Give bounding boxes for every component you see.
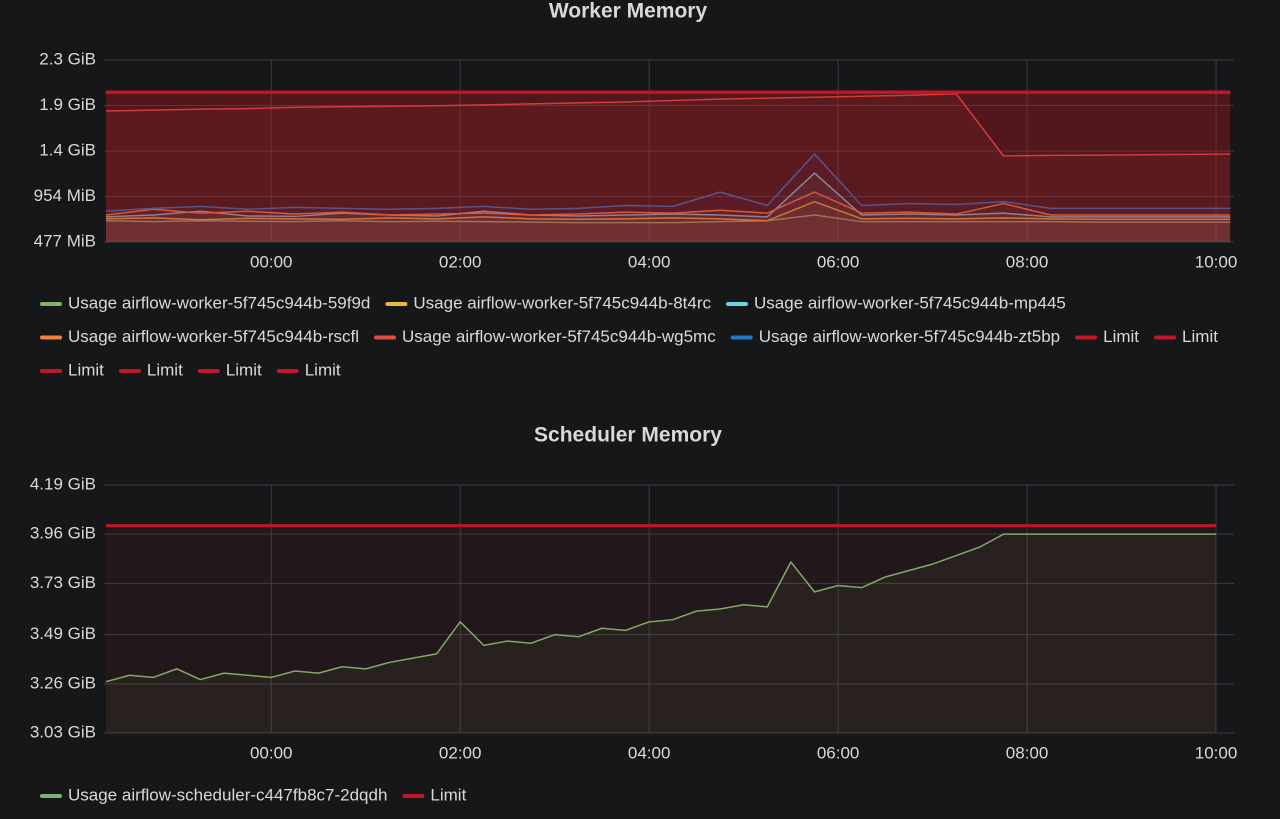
series-area <box>105 201 1231 242</box>
y-tick-label: 954 MiB <box>34 186 96 205</box>
series-area <box>105 92 1231 243</box>
legend-label: Limit <box>226 360 262 379</box>
legend-item: Limit <box>40 360 104 379</box>
legend-item: Usage airflow-worker-5f745c944b-wg5mc <box>374 327 716 346</box>
x-tick-label: 10:00 <box>1195 252 1238 271</box>
x-tick-label: 06:00 <box>817 743 860 762</box>
chart-title: Scheduler Memory <box>534 424 722 447</box>
series-area <box>105 525 1217 733</box>
legend-label: Usage airflow-worker-5f745c944b-mp445 <box>754 293 1066 312</box>
series-line <box>105 191 1231 216</box>
y-tick-label: 3.73 GiB <box>30 573 96 592</box>
x-tick-label: 08:00 <box>1006 743 1049 762</box>
legend-item: Limit <box>276 360 341 379</box>
x-tick-label: 04:00 <box>628 743 671 762</box>
x-tick-label: 02:00 <box>439 743 482 762</box>
series-area <box>105 92 1231 243</box>
y-tick-label: 4.19 GiB <box>30 474 96 493</box>
legend-label: Usage airflow-worker-5f745c944b-wg5mc <box>402 327 716 346</box>
series-area <box>105 92 1231 243</box>
legend-item: Usage airflow-worker-5f745c944b-rscfl <box>40 327 359 346</box>
legend-item: Usage airflow-worker-5f745c944b-mp445 <box>726 293 1066 312</box>
legend-item: Usage airflow-scheduler-c447fb8c7-2dqdh <box>40 785 387 804</box>
x-tick-label: 10:00 <box>1195 743 1238 762</box>
legend-label: Usage airflow-scheduler-c447fb8c7-2dqdh <box>68 785 387 804</box>
x-tick-label: 04:00 <box>628 252 671 271</box>
y-tick-label: 3.96 GiB <box>30 524 96 543</box>
series-area <box>105 153 1231 242</box>
legend-label: Limit <box>1103 327 1139 346</box>
legend-label: Limit <box>305 360 341 379</box>
legend-item: Limit <box>1075 327 1139 346</box>
legend-label: Limit <box>147 360 183 379</box>
y-tick-label: 477 MiB <box>34 231 96 250</box>
x-tick-label: 06:00 <box>817 252 860 271</box>
x-tick-label: 00:00 <box>250 252 293 271</box>
legend-label: Limit <box>1182 327 1218 346</box>
series-line <box>105 93 1231 157</box>
legend-label: Limit <box>68 360 104 379</box>
y-tick-label: 3.03 GiB <box>30 722 96 741</box>
series-area <box>105 92 1231 243</box>
legend-label: Usage airflow-worker-5f745c944b-rscfl <box>68 327 359 346</box>
x-tick-label: 02:00 <box>439 252 482 271</box>
series-area <box>105 173 1231 242</box>
series-area <box>105 534 1217 733</box>
series-line <box>105 214 1231 224</box>
chart-title: Worker Memory <box>549 0 708 23</box>
legend-item: Usage airflow-worker-5f745c944b-zt5bp <box>730 327 1060 346</box>
legend-item: Usage airflow-worker-5f745c944b-59f9d <box>40 293 370 312</box>
series-line <box>105 200 1231 222</box>
series-line <box>105 533 1217 683</box>
legend-item: Limit <box>402 785 467 804</box>
series-line <box>105 153 1231 212</box>
legend-label: Usage airflow-worker-5f745c944b-8t4rc <box>413 293 711 312</box>
series-area <box>105 92 1231 243</box>
series-area <box>105 92 1231 243</box>
series-line <box>105 172 1231 218</box>
legend-label: Usage airflow-worker-5f745c944b-zt5bp <box>759 327 1060 346</box>
y-tick-label: 1.4 GiB <box>39 140 96 159</box>
y-tick-label: 2.3 GiB <box>39 49 96 68</box>
legend-label: Usage airflow-worker-5f745c944b-59f9d <box>68 293 370 312</box>
legend-item: Limit <box>1154 327 1218 346</box>
legend-item: Limit <box>118 360 183 379</box>
legend-item: Usage airflow-worker-5f745c944b-8t4rc <box>385 293 712 312</box>
legend-label: Limit <box>430 785 466 804</box>
x-tick-label: 08:00 <box>1006 252 1049 271</box>
x-tick-label: 00:00 <box>250 743 293 762</box>
series-area <box>105 192 1231 242</box>
y-tick-label: 3.49 GiB <box>30 624 96 643</box>
legend-item: Limit <box>197 360 262 379</box>
y-tick-label: 1.9 GiB <box>39 95 96 114</box>
y-tick-label: 3.26 GiB <box>30 673 96 692</box>
